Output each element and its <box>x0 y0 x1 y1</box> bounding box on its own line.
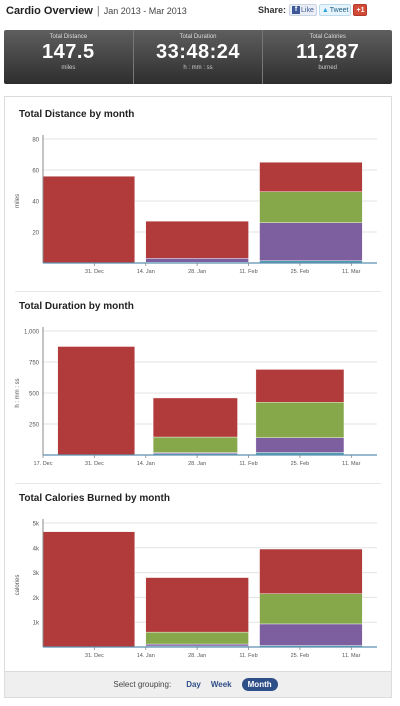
x-tick-label: 14. Jan <box>137 653 155 659</box>
x-tick-label: 31. Dec <box>85 653 104 659</box>
charts-panel: Total Distance by month 20 40 60 80 31. Dec 1… <box>4 96 392 672</box>
bar-segment-red <box>42 531 135 648</box>
date-range: Jan 2013 - Mar 2013 <box>103 6 187 16</box>
bar-segment-green <box>152 436 238 453</box>
google-plus-one-button[interactable]: +1 <box>353 4 368 16</box>
bar-segment-purple <box>145 643 249 647</box>
y-axis-title: miles <box>15 194 21 208</box>
stat-total-duration: Total Duration 33:48:24 h : mm : ss <box>134 30 264 84</box>
bar-segment-purple <box>259 222 363 261</box>
facebook-icon: f <box>292 6 301 14</box>
calories-chart: Total Calories Burned by month 1k 2k 3k 4k 5… <box>5 481 391 671</box>
bar-segment-red <box>145 577 249 633</box>
x-tick-label: 31. Dec <box>85 269 104 275</box>
chart-title: Total Distance by month <box>19 109 135 120</box>
bar-segment-red <box>259 162 363 192</box>
tweet-button[interactable]: ▲ Tweet <box>318 4 352 16</box>
share-bar: Share: f Like ▲ Tweet +1 <box>258 3 369 17</box>
chart-title: Total Duration by month <box>19 301 134 312</box>
y-axis-title: calories <box>15 575 21 596</box>
plus-one-label: +1 <box>356 6 365 14</box>
y-tick-label: 3k <box>33 571 40 577</box>
page-title-text: Cardio Overview <box>6 5 93 17</box>
x-tick-label: 31. Dec <box>85 461 104 467</box>
calories-chart-plot: 1k 2k 3k 4k 5k 31. Dec 14. Jan 28. Jan 11. Feb 25… <box>15 519 377 659</box>
stat-label: Total Distance <box>49 34 88 40</box>
x-tick-label: 25. Feb <box>291 461 310 467</box>
y-tick-label: 500 <box>29 392 40 398</box>
distance-chart-plot: 20 40 60 80 31. Dec 14. Jan 28. Jan 11. Feb 25. … <box>15 135 377 275</box>
stat-label: Total Duration <box>179 34 217 40</box>
x-tick-label: 11. Mar <box>342 653 360 659</box>
stat-label: Total Calories <box>309 34 346 40</box>
stats-banner: Total Distance 147.5 miles Total Duratio… <box>4 30 392 84</box>
y-axis-title: h : mm : ss <box>15 378 21 407</box>
share-label: Share: <box>258 5 287 15</box>
grouping-selector: Select grouping: Day Week Month <box>4 672 392 698</box>
y-tick-label: 5k <box>33 522 40 528</box>
x-tick-label: 17. Dec <box>34 461 53 467</box>
y-tick-label: 750 <box>29 361 40 367</box>
duration-chart-plot: 250 500 750 1,000 17. Dec 31. Dec 14. Jan 28. J… <box>15 327 377 467</box>
x-tick-label: 14. Jan <box>137 269 155 275</box>
x-tick-label: 14. Jan <box>137 461 155 467</box>
x-tick-label: 25. Feb <box>291 653 310 659</box>
tweet-label: Tweet <box>329 6 349 14</box>
stat-unit: miles <box>61 65 76 71</box>
twitter-bird-icon: ▲ <box>321 6 329 14</box>
x-tick-label: 28. Jan <box>188 269 206 275</box>
bar-segment-green <box>255 402 345 438</box>
bar-segment-green <box>259 191 363 223</box>
y-tick-label: 60 <box>32 169 39 175</box>
top-bar: Cardio Overview | Jan 2013 - Mar 2013 Shar… <box>0 0 400 22</box>
x-tick-label: 28. Jan <box>188 461 206 467</box>
bar-segment-red <box>57 346 135 456</box>
y-tick-label: 20 <box>32 231 39 237</box>
x-tick-label: 25. Feb <box>291 269 310 275</box>
bar-segment-red <box>42 176 135 264</box>
title-separator: | <box>96 5 100 17</box>
duration-chart: Total Duration by month 250 500 750 1,000 17… <box>5 289 391 479</box>
bar-segment-red <box>259 548 363 594</box>
y-tick-label: 250 <box>29 423 40 429</box>
bar-segment-red <box>255 369 345 403</box>
x-tick-label: 11. Feb <box>239 461 257 467</box>
y-tick-label: 40 <box>32 200 39 206</box>
x-tick-label: 11. Mar <box>342 461 360 467</box>
like-label: Like <box>301 6 314 14</box>
bar-segment-green <box>145 631 249 645</box>
bar-segment-purple <box>145 258 249 263</box>
y-tick-label: 4k <box>33 546 40 552</box>
grouping-month-option[interactable]: Month <box>241 678 278 691</box>
bar-segment-purple <box>259 623 363 646</box>
bar-segment-red <box>145 220 249 259</box>
bar-segment-purple <box>255 437 345 453</box>
x-tick-label: 28. Jan <box>188 653 206 659</box>
x-tick-label: 11. Feb <box>239 653 257 659</box>
distance-chart: Total Distance by month 20 40 60 80 31. Dec 1… <box>5 97 391 287</box>
stat-value: 11,287 <box>296 41 360 63</box>
grouping-week-option[interactable]: Week <box>210 680 232 689</box>
facebook-like-button[interactable]: f Like <box>289 4 317 16</box>
grouping-day-option[interactable]: Day <box>186 680 201 689</box>
x-tick-label: 11. Mar <box>342 269 360 275</box>
x-tick-label: 11. Feb <box>239 269 257 275</box>
stat-total-distance: Total Distance 147.5 miles <box>4 30 134 84</box>
y-tick-label: 1k <box>33 621 40 627</box>
stat-unit: h : mm : ss <box>183 65 213 71</box>
grouping-label: Select grouping: <box>113 680 172 689</box>
bar-segment-red <box>152 397 238 438</box>
stat-unit: burned <box>318 65 338 71</box>
y-tick-label: 2k <box>33 596 40 602</box>
chart-title: Total Calories Burned by month <box>19 493 170 504</box>
stat-total-calories: Total Calories 11,287 burned <box>263 30 392 84</box>
page-title: Cardio Overview | Jan 2013 - Mar 2013 <box>6 5 187 17</box>
bar-segment-green <box>259 593 363 625</box>
stat-value: 147.5 <box>42 41 95 63</box>
chart-divider <box>15 291 381 292</box>
y-tick-label: 80 <box>32 138 39 144</box>
chart-divider <box>15 483 381 484</box>
stat-value: 33:48:24 <box>155 41 241 63</box>
y-tick-label: 1,000 <box>24 330 40 336</box>
